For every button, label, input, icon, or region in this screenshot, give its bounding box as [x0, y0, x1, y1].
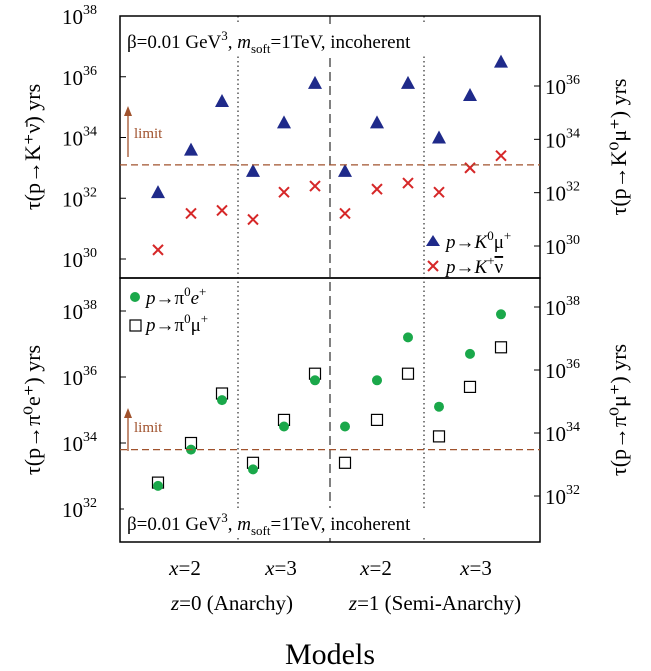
pi0e-point	[434, 401, 444, 412]
bottom-left-tick-label: 1036	[62, 364, 97, 390]
kplusnu-point	[247, 213, 259, 226]
legend-triangle-marker	[426, 235, 440, 246]
top-left-tick-label: 1036	[62, 64, 97, 90]
x-axis-title: Models	[285, 638, 375, 671]
bottom-markers	[151, 309, 508, 491]
legend-kplusnu-label: p→K+ν	[444, 253, 504, 278]
top-annotation-bg	[124, 24, 538, 54]
legend-pi0e-label: p→π0e+	[144, 284, 206, 309]
kplusnu-point	[185, 207, 197, 220]
z-group-label-1: z=0 (Anarchy)	[170, 591, 293, 615]
pi0e-point	[496, 309, 506, 320]
legend-cross-marker	[427, 260, 439, 272]
kplusnu-point	[402, 177, 414, 189]
top-right-tick-label: 1034	[545, 126, 580, 152]
legend-circle-marker	[130, 292, 140, 302]
pi0mu-point	[401, 367, 415, 380]
x-group-label-2: x=3	[264, 556, 297, 580]
top-right-ylabel: τ(p→K⁰μ⁺) yrs	[606, 79, 631, 216]
top-annotation: β=0.01 GeV3, msoft=1TeV, incoherent	[127, 28, 411, 56]
kplusnu-point	[278, 186, 290, 198]
z-group-label-2: z=1 (Semi-Anarchy)	[348, 591, 521, 615]
pi0mu-point	[432, 430, 446, 443]
k0mu-point	[184, 142, 198, 156]
k0mu-point	[432, 130, 446, 144]
bottom-right-tick-label: 1036	[545, 357, 580, 383]
top-left-tick-label: 1032	[62, 185, 97, 211]
pi0e-point	[340, 421, 350, 432]
k0mu-point	[308, 75, 322, 89]
pi0mu-point	[370, 413, 384, 426]
top-right-tick-label: 1036	[545, 73, 580, 99]
bottom-right-tick-label: 1038	[545, 294, 580, 320]
pi0e-point	[465, 348, 475, 359]
bottom-left-ylabel: τ(p→π⁰e⁺) yrs	[20, 345, 45, 475]
top-right-tick-label: 1032	[545, 180, 580, 206]
bottom-limit-arrow	[124, 408, 132, 451]
top-limit-label: limit	[134, 126, 163, 142]
bottom-left-tick-label: 1034	[62, 430, 97, 456]
bottom-left-tick-label: 1032	[62, 496, 97, 522]
k0mu-point	[277, 115, 291, 129]
kplusnu-point	[433, 186, 445, 198]
pi0e-point	[217, 395, 227, 406]
legend-pi0mu-label: p→π0μ+	[144, 311, 208, 336]
x-group-label-3: x=2	[359, 556, 392, 580]
k0mu-point	[338, 163, 352, 177]
kplusnu-point	[339, 207, 351, 220]
bottom-legend: p→π0e+ p→π0μ+	[129, 284, 208, 336]
pi0mu-point	[494, 341, 508, 354]
k0mu-point	[401, 75, 415, 89]
bottom-left-tick-label: 1038	[62, 298, 97, 324]
top-left-tick-label: 1038	[62, 3, 97, 29]
top-axis-ticks: 1030 1032 1034 1036 1038 1030 1032 1034 1036	[62, 3, 580, 272]
k0mu-point	[494, 54, 508, 68]
top-left-ylabel: τ(p→K⁺ν̄) yrs	[20, 84, 45, 210]
k0mu-point	[151, 185, 165, 199]
pi0e-point	[310, 375, 320, 386]
pi0e-point	[372, 375, 382, 386]
pi0e-point	[279, 421, 289, 432]
k0mu-point	[215, 94, 229, 108]
k0mu-point	[246, 163, 260, 177]
top-left-tick-label: 1030	[62, 246, 97, 272]
top-limit-arrow	[124, 106, 132, 157]
k0mu-point	[370, 115, 384, 129]
k0mu-point	[463, 87, 477, 101]
bottom-annotation: β=0.01 GeV3, msoft=1TeV, incoherent	[127, 510, 411, 538]
x-group-label-4: x=3	[459, 556, 492, 580]
top-left-tick-label: 1034	[62, 125, 97, 151]
bottom-right-tick-label: 1034	[545, 420, 580, 446]
bottom-right-ylabel: τ(p→π⁰μ⁺) yrs	[606, 344, 631, 476]
bottom-right-tick-label: 1032	[545, 483, 580, 509]
kplusnu-point	[152, 244, 164, 256]
kplusnu-point	[216, 204, 228, 217]
pi0e-point	[403, 332, 413, 343]
pi0mu-point	[338, 456, 352, 469]
pi0mu-point	[463, 380, 477, 393]
top-right-tick-label: 1030	[545, 233, 580, 259]
kplusnu-point	[371, 183, 383, 195]
pi0e-point	[153, 480, 163, 491]
legend-square-marker	[129, 319, 142, 332]
bottom-annotation-bg	[124, 508, 538, 538]
top-markers	[151, 54, 508, 256]
x-group-label-1: x=2	[168, 556, 201, 580]
kplusnu-point	[309, 180, 321, 192]
legend-k0mu-label: p→K0μ+	[444, 228, 511, 253]
top-legend: p→K0μ+ p→K+ν	[426, 228, 511, 278]
bottom-axis-ticks: 1032 1034 1036 1038 1032 1034 1036 1038	[62, 294, 580, 522]
kplusnu-point	[495, 150, 507, 162]
pi0e-point	[248, 464, 258, 475]
bottom-limit-label: limit	[134, 420, 163, 436]
